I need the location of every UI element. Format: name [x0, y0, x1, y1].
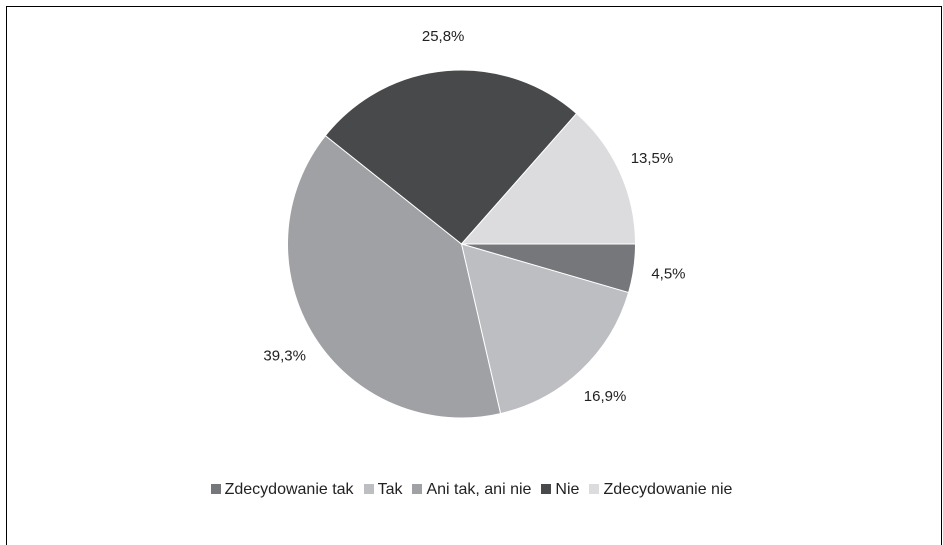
pie-label-zdecydowanie-nie: 13,5% — [631, 150, 674, 167]
pie-slices — [287, 69, 637, 419]
legend-item-tak: Tak — [363, 481, 403, 499]
pie-label-tak: 16,9% — [584, 388, 627, 405]
legend-item-zdecydowanie-tak: Zdecydowanie tak — [210, 481, 354, 499]
legend-label: Zdecydowanie nie — [603, 481, 733, 498]
pie-slice-ani-tak-ani-nie — [287, 134, 502, 419]
legend-swatch — [210, 484, 221, 494]
legend-label: Zdecydowanie tak — [224, 481, 354, 498]
pie-slice-tak — [460, 243, 630, 415]
pie-slice-nie — [324, 69, 578, 245]
chart-legend: Zdecydowanie tak Tak Ani tak, ani nie Nie Zd… — [0, 481, 943, 499]
legend-swatch — [412, 484, 423, 494]
legend-item-ani-tak-ani-nie: Ani tak, ani nie — [412, 481, 531, 499]
pie-slice-zdecydowanie-nie — [460, 112, 637, 245]
legend-label: Tak — [377, 481, 403, 498]
legend-item-zdecydowanie-nie: Zdecydowanie nie — [589, 481, 732, 499]
legend-swatch — [541, 484, 552, 494]
pie-label-ani-tak-ani-nie: 39,3% — [263, 347, 306, 364]
chart-frame — [6, 6, 942, 545]
legend-label: Ani tak, ani nie — [426, 481, 532, 498]
pie-label-nie: 25,8% — [422, 28, 465, 45]
legend-label: Nie — [555, 481, 580, 498]
legend-item-nie: Nie — [541, 481, 579, 499]
pie-label-zdecydowanie-tak: 4,5% — [651, 265, 685, 282]
legend-swatch — [363, 484, 374, 494]
pie-labels: 4,5% 16,9% 39,3% 25,8% 13,5% — [263, 28, 685, 405]
legend-swatch — [589, 484, 600, 494]
